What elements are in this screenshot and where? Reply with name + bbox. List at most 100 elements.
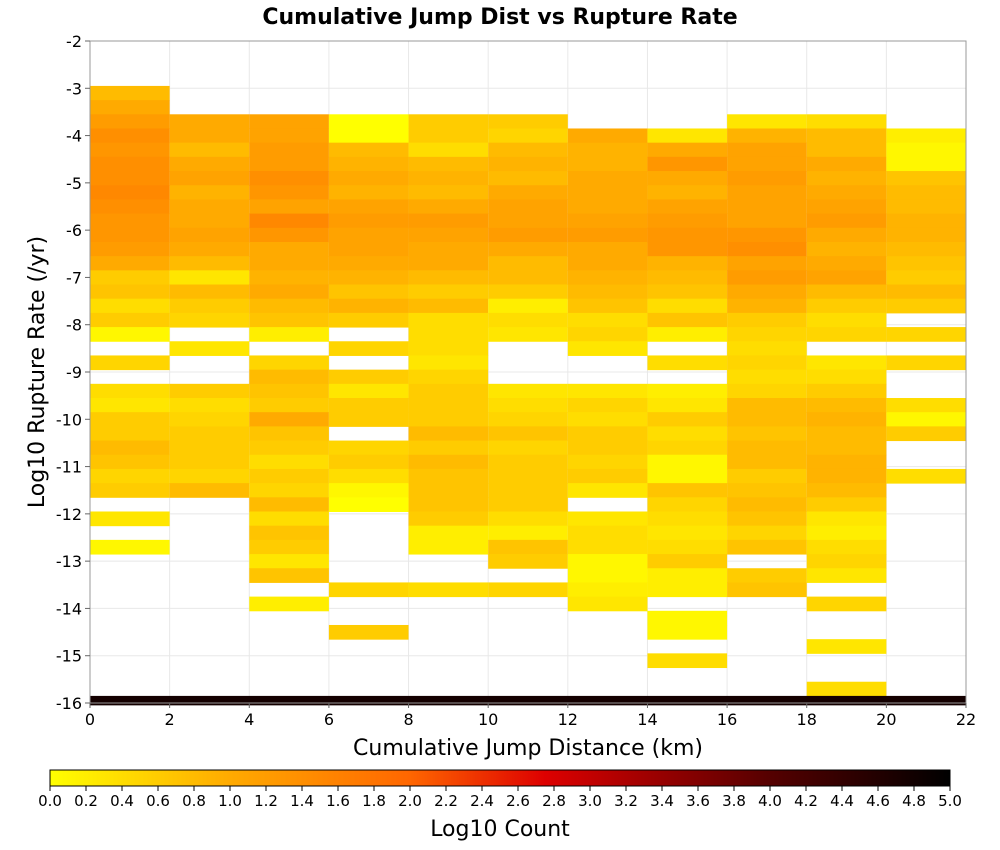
- heatmap-cell: [886, 412, 966, 427]
- heatmap-cell: [727, 128, 807, 144]
- colorbar-label: Log10 Count: [430, 817, 570, 842]
- colorbar-tick-label: 3.0: [578, 792, 602, 810]
- heatmap-cell: [169, 398, 250, 413]
- heatmap-cell: [249, 327, 329, 342]
- heatmap-cell: [806, 114, 887, 129]
- heatmap-cell: [567, 582, 648, 598]
- heatmap-cell: [567, 568, 648, 583]
- heatmap-cell: [249, 185, 329, 200]
- heatmap-cell: [169, 483, 250, 498]
- heatmap-cell: [328, 185, 409, 200]
- heatmap-cell: [727, 241, 807, 257]
- heatmap-cell: [727, 568, 807, 583]
- heatmap-cell: [727, 539, 807, 555]
- heatmap-cell: [806, 497, 887, 512]
- heatmap-cell: [727, 341, 807, 356]
- heatmap-cell: [408, 114, 489, 129]
- heatmap-cell: [408, 256, 489, 271]
- heatmap-cell: [328, 454, 409, 470]
- heatmap-cell: [169, 284, 250, 300]
- heatmap-cell: [567, 156, 648, 172]
- heatmap-cell: [328, 369, 409, 385]
- heatmap-cell: [488, 554, 568, 569]
- heatmap-cell: [886, 327, 966, 342]
- heatmap-cell: [806, 256, 887, 271]
- heatmap-cell: [567, 539, 648, 555]
- heatmap-cell: [328, 383, 409, 399]
- heatmap-cell: [806, 185, 887, 200]
- heatmap-cell: [90, 355, 170, 371]
- heatmap-cell: [328, 241, 409, 257]
- heatmap-cell: [249, 284, 329, 300]
- heatmap-cell: [806, 412, 887, 427]
- heatmap-cell: [806, 241, 887, 257]
- heatmap-cell: [169, 270, 250, 286]
- heatmap-cell: [169, 213, 250, 229]
- heatmap-cell: [249, 497, 329, 512]
- colorbar-tick-label: 4.8: [902, 792, 926, 810]
- heatmap-cell: [488, 298, 568, 314]
- heatmap-cell: [249, 568, 329, 583]
- heatmap-cell: [647, 327, 728, 342]
- heatmap-cell: [567, 213, 648, 229]
- y-tick-label: -16: [56, 694, 82, 713]
- heatmap-cell: [90, 511, 170, 527]
- heatmap-cell: [647, 440, 728, 456]
- heatmap-cell: [727, 454, 807, 470]
- heatmap-cell: [567, 412, 648, 427]
- heatmap-cell: [647, 568, 728, 583]
- heatmap-cell: [249, 312, 329, 328]
- y-tick-label: -14: [56, 599, 82, 618]
- heatmap-cell: [647, 483, 728, 498]
- heatmap-cell: [727, 298, 807, 314]
- heatmap-cell: [169, 227, 250, 243]
- colorbar-tick-label: 1.4: [290, 792, 314, 810]
- heatmap-cell: [647, 270, 728, 286]
- heatmap-cell: [90, 114, 170, 129]
- heatmap-cell: [328, 284, 409, 300]
- x-tick-label: 4: [244, 710, 254, 729]
- heatmap-cell: [488, 213, 568, 229]
- heatmap-cell: [169, 199, 250, 215]
- heatmap-cell: [806, 596, 887, 612]
- colorbar-tick-label: 0.2: [74, 792, 98, 810]
- heatmap-cell: [90, 100, 170, 115]
- heatmap-cell: [886, 185, 966, 200]
- heatmap-cell: [567, 298, 648, 314]
- x-tick-label: 22: [956, 710, 976, 729]
- heatmap-cell: [328, 398, 409, 413]
- heatmap-cell: [408, 142, 489, 158]
- heatmap-cell: [886, 241, 966, 257]
- colorbar-tick-label: 3.4: [650, 792, 674, 810]
- y-tick-label: -7: [66, 268, 82, 287]
- heatmap-cell: [567, 468, 648, 484]
- heatmap-cell: [249, 128, 329, 144]
- heatmap-cell: [249, 213, 329, 229]
- heatmap-cell: [90, 241, 170, 257]
- heatmap-cell: [328, 312, 409, 328]
- x-tick-label: 14: [637, 710, 657, 729]
- y-tick-label: -6: [66, 221, 82, 240]
- heatmap-cell: [488, 383, 568, 399]
- heatmap-cell: [567, 171, 648, 186]
- heatmap-cell: [249, 142, 329, 158]
- colorbar-tick-label: 0.0: [38, 792, 62, 810]
- heatmap-cell: [806, 369, 887, 385]
- heatmap-cell: [249, 596, 329, 612]
- heatmap-cell: [647, 511, 728, 527]
- heatmap-cell: [727, 582, 807, 598]
- heatmap-cell: [647, 312, 728, 328]
- x-tick-label: 18: [797, 710, 817, 729]
- heatmap-cell: [90, 156, 170, 172]
- heatmap-cell: [249, 199, 329, 215]
- heatmap-cell: [408, 440, 489, 456]
- x-tick-label: 12: [558, 710, 578, 729]
- heatmap-cell: [886, 171, 966, 186]
- heatmap-cell: [727, 383, 807, 399]
- heatmap-cell: [90, 185, 170, 200]
- heatmap-cell: [328, 497, 409, 512]
- heatmap-cell: [408, 270, 489, 286]
- heatmap-cell: [567, 270, 648, 286]
- heatmap-cell: [249, 171, 329, 186]
